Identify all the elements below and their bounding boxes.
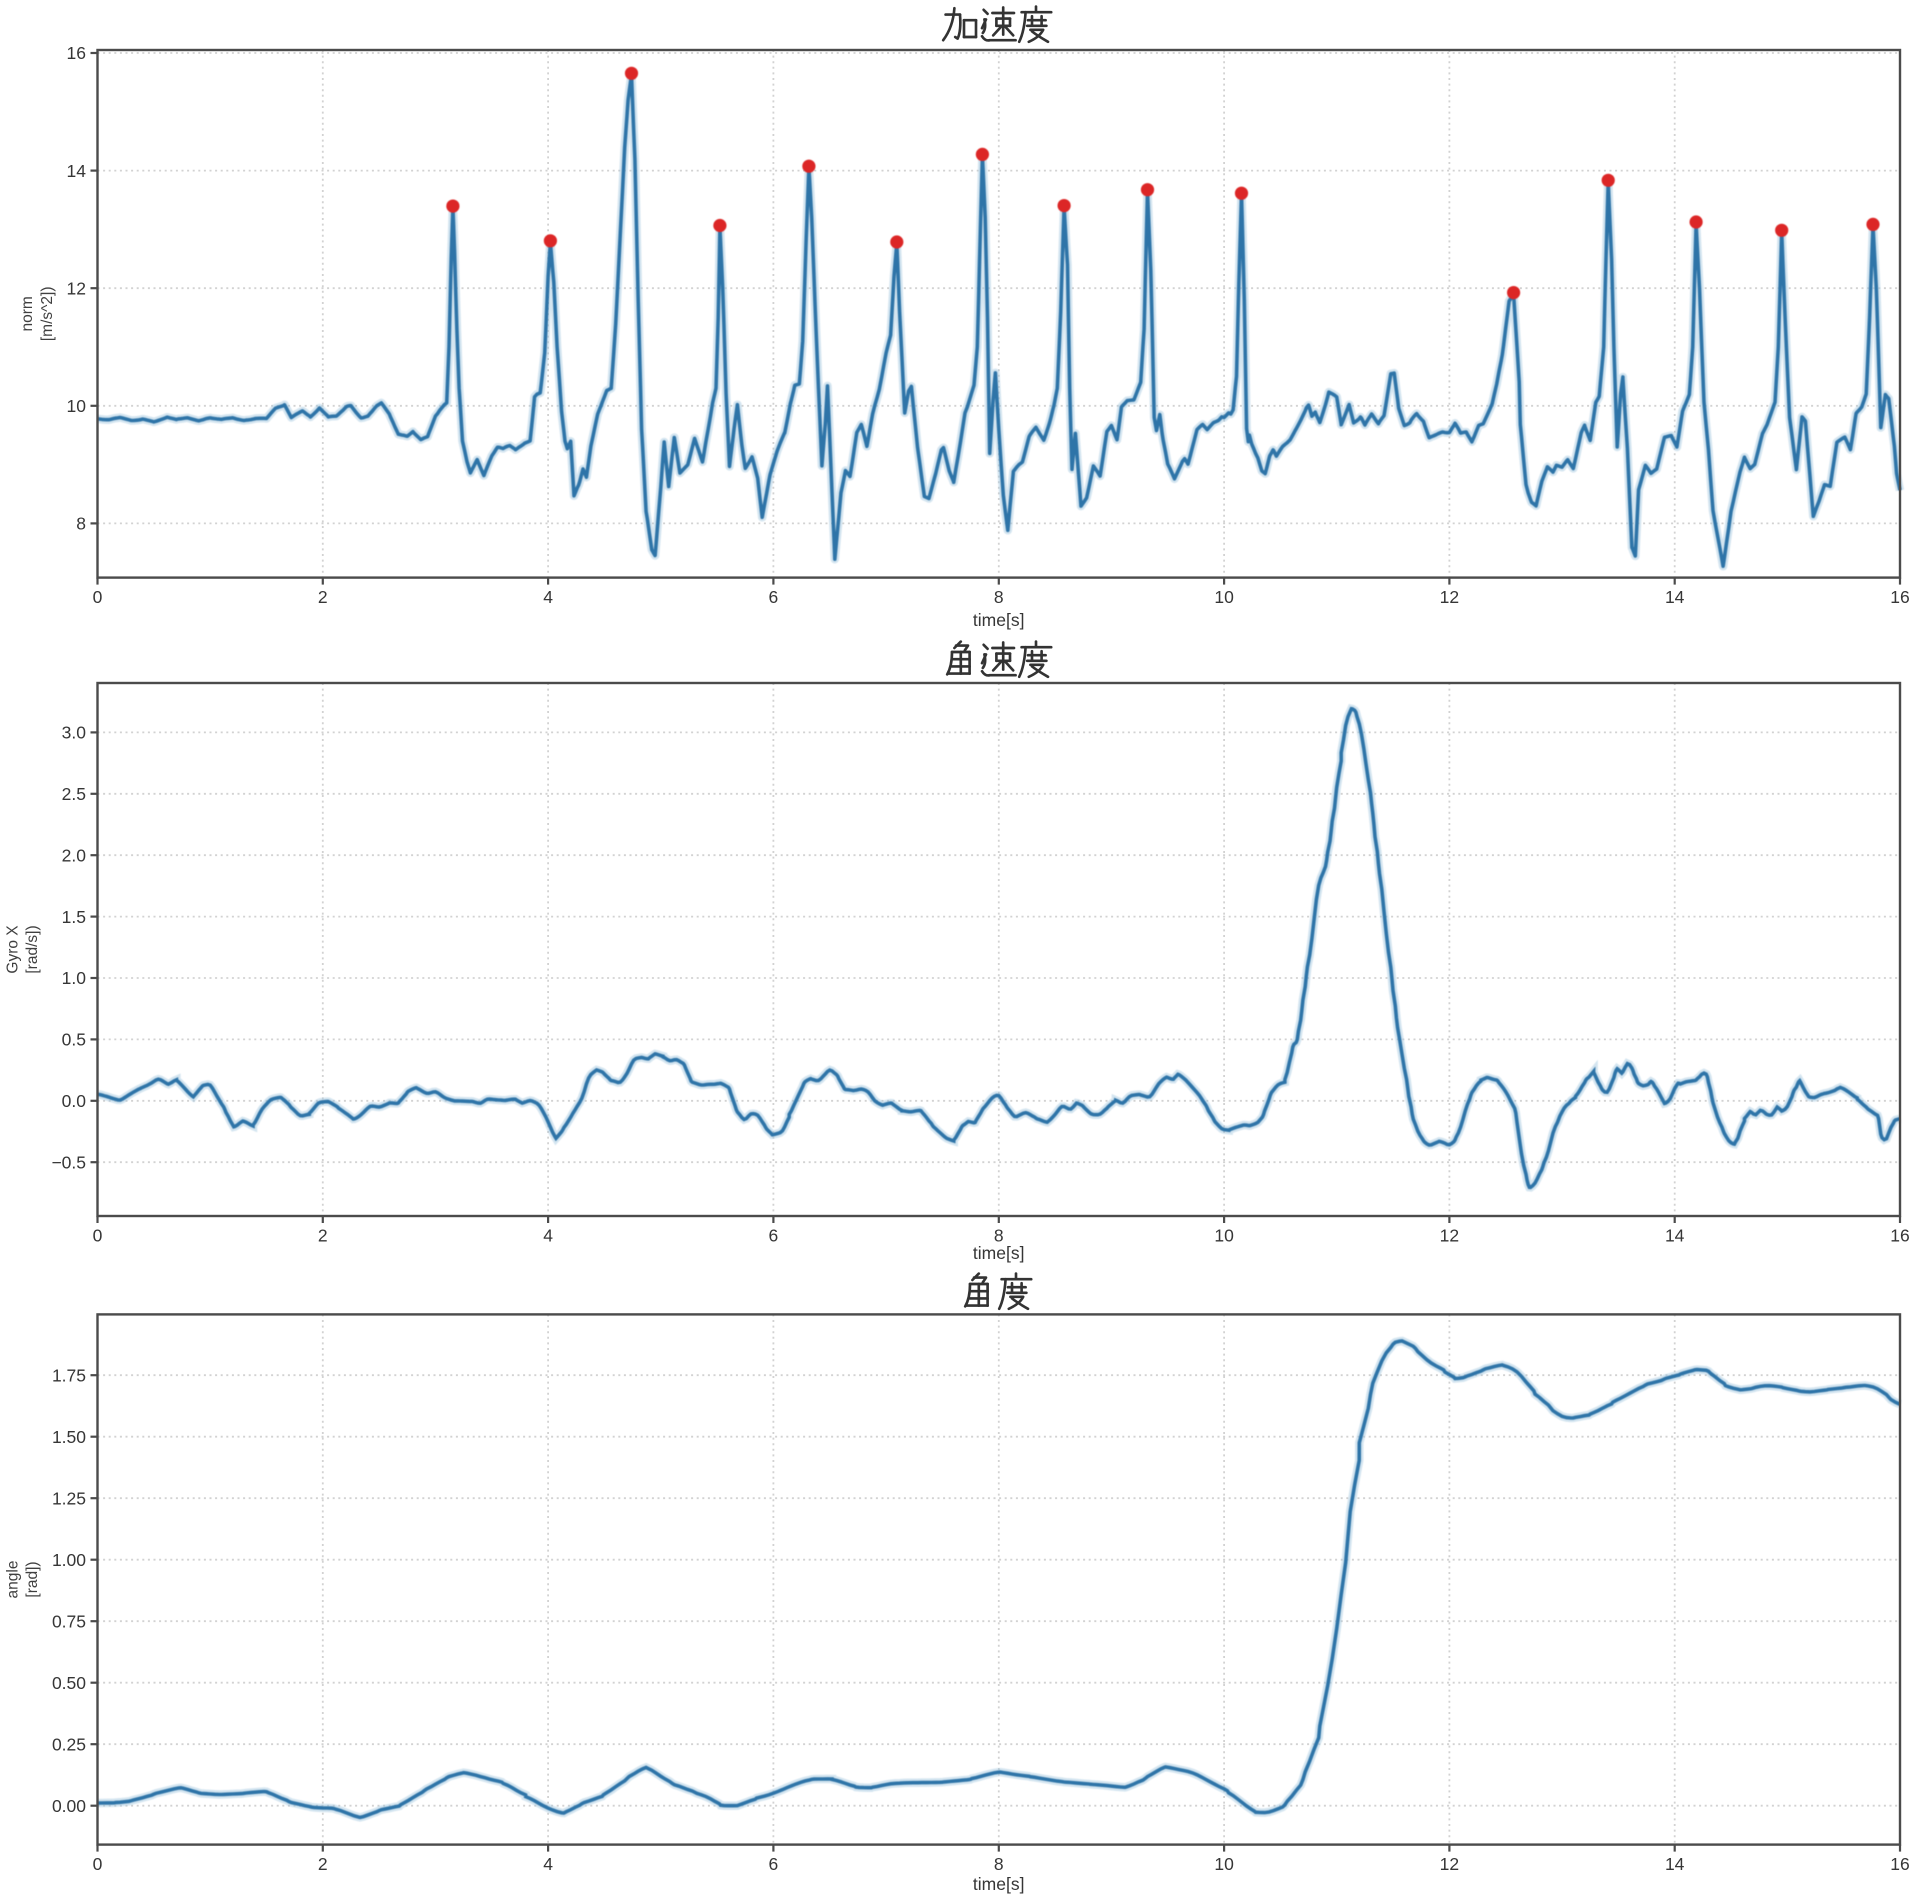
svg-text:3.0: 3.0 bbox=[62, 723, 87, 743]
svg-text:4: 4 bbox=[543, 1854, 553, 1874]
svg-text:6: 6 bbox=[769, 1226, 779, 1246]
svg-text:14: 14 bbox=[1665, 587, 1685, 607]
svg-text:0.75: 0.75 bbox=[52, 1611, 86, 1631]
svg-text:10: 10 bbox=[67, 396, 87, 416]
svg-text:Gyro X: Gyro X bbox=[5, 925, 22, 974]
svg-text:2: 2 bbox=[318, 1854, 328, 1874]
svg-text:time[s]: time[s] bbox=[973, 610, 1025, 630]
svg-text:[m/s^2]): [m/s^2]) bbox=[39, 286, 56, 341]
svg-text:0.50: 0.50 bbox=[52, 1673, 86, 1693]
svg-text:8: 8 bbox=[994, 1854, 1004, 1874]
svg-text:6: 6 bbox=[769, 587, 779, 607]
svg-text:0.00: 0.00 bbox=[52, 1796, 86, 1816]
svg-text:16: 16 bbox=[1890, 1226, 1909, 1246]
svg-text:−0.5: −0.5 bbox=[51, 1152, 86, 1172]
svg-text:2: 2 bbox=[318, 587, 328, 607]
svg-text:16: 16 bbox=[1890, 587, 1909, 607]
svg-text:1.0: 1.0 bbox=[62, 968, 87, 988]
svg-text:16: 16 bbox=[1890, 1854, 1909, 1874]
svg-text:1.50: 1.50 bbox=[52, 1427, 86, 1447]
svg-text:6: 6 bbox=[769, 1854, 779, 1874]
svg-text:2.0: 2.0 bbox=[62, 845, 87, 865]
svg-text:0: 0 bbox=[93, 587, 103, 607]
svg-text:12: 12 bbox=[1440, 1854, 1459, 1874]
svg-text:0.25: 0.25 bbox=[52, 1734, 86, 1754]
svg-text:8: 8 bbox=[994, 587, 1004, 607]
svg-text:14: 14 bbox=[1665, 1226, 1685, 1246]
svg-text:1.00: 1.00 bbox=[52, 1550, 86, 1570]
svg-text:12: 12 bbox=[1440, 587, 1459, 607]
svg-text:10: 10 bbox=[1214, 1854, 1234, 1874]
svg-text:14: 14 bbox=[1665, 1854, 1685, 1874]
svg-text:0.5: 0.5 bbox=[62, 1030, 86, 1050]
svg-text:12: 12 bbox=[1440, 1226, 1459, 1246]
svg-text:[rad/s]): [rad/s]) bbox=[24, 925, 41, 973]
svg-text:2: 2 bbox=[318, 1226, 328, 1246]
svg-text:14: 14 bbox=[67, 161, 87, 181]
svg-text:0: 0 bbox=[93, 1854, 103, 1874]
svg-text:4: 4 bbox=[543, 587, 553, 607]
svg-text:8: 8 bbox=[76, 514, 86, 534]
svg-text:1.5: 1.5 bbox=[62, 907, 86, 927]
svg-text:angle: angle bbox=[5, 1561, 22, 1599]
svg-text:12: 12 bbox=[67, 278, 86, 298]
svg-text:time[s]: time[s] bbox=[973, 1874, 1025, 1894]
svg-text:0.0: 0.0 bbox=[62, 1091, 87, 1111]
svg-text:[rad]): [rad]) bbox=[24, 1561, 41, 1597]
svg-text:time[s]: time[s] bbox=[973, 1243, 1025, 1263]
svg-text:10: 10 bbox=[1214, 1226, 1234, 1246]
svg-text:16: 16 bbox=[67, 43, 86, 63]
svg-text:10: 10 bbox=[1214, 587, 1234, 607]
svg-text:2.5: 2.5 bbox=[62, 784, 86, 804]
svg-text:8: 8 bbox=[994, 1226, 1004, 1246]
svg-text:1.75: 1.75 bbox=[52, 1365, 86, 1385]
svg-text:4: 4 bbox=[543, 1226, 553, 1246]
svg-text:norm: norm bbox=[19, 296, 36, 331]
svg-text:0: 0 bbox=[93, 1226, 103, 1246]
svg-text:1.25: 1.25 bbox=[52, 1488, 86, 1508]
